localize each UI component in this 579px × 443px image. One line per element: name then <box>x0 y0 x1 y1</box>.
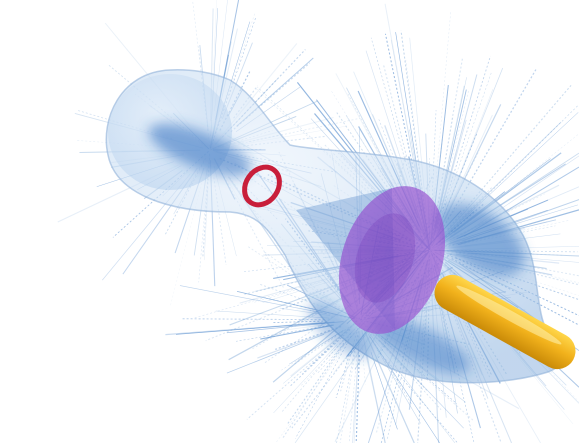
streak <box>179 285 327 314</box>
streak <box>295 336 352 439</box>
streak <box>432 11 452 222</box>
streak <box>273 344 338 414</box>
capsule-body <box>434 274 576 370</box>
streak <box>370 352 398 430</box>
streak <box>281 345 344 440</box>
streak <box>335 354 350 399</box>
streak <box>340 327 359 392</box>
streak <box>246 342 335 420</box>
cluster <box>369 316 471 374</box>
streak <box>226 333 325 374</box>
streak <box>355 355 360 443</box>
disc <box>338 186 446 334</box>
streak <box>257 329 333 359</box>
capsule-highlight <box>456 285 562 345</box>
disc-inner <box>354 213 416 303</box>
streak <box>365 352 386 443</box>
streak <box>465 254 579 284</box>
cluster <box>436 203 524 277</box>
streak <box>336 331 359 443</box>
streak <box>432 138 443 225</box>
streak <box>213 177 227 265</box>
streak <box>361 344 366 385</box>
ring <box>242 164 282 208</box>
streak <box>164 157 207 236</box>
streak <box>440 225 556 249</box>
streak <box>212 11 256 142</box>
streak <box>286 332 352 425</box>
streak <box>217 165 285 290</box>
streak <box>175 321 335 335</box>
cluster <box>307 301 373 359</box>
streak <box>192 0 207 116</box>
streak <box>352 342 360 443</box>
streak <box>275 346 347 443</box>
streak <box>301 345 333 374</box>
dense-streaks <box>148 123 524 374</box>
streak <box>454 133 579 234</box>
streak <box>417 254 431 443</box>
streak <box>194 259 397 319</box>
cluster <box>148 123 252 177</box>
streak <box>362 322 442 410</box>
capsule <box>434 274 576 370</box>
streak <box>370 37 428 240</box>
